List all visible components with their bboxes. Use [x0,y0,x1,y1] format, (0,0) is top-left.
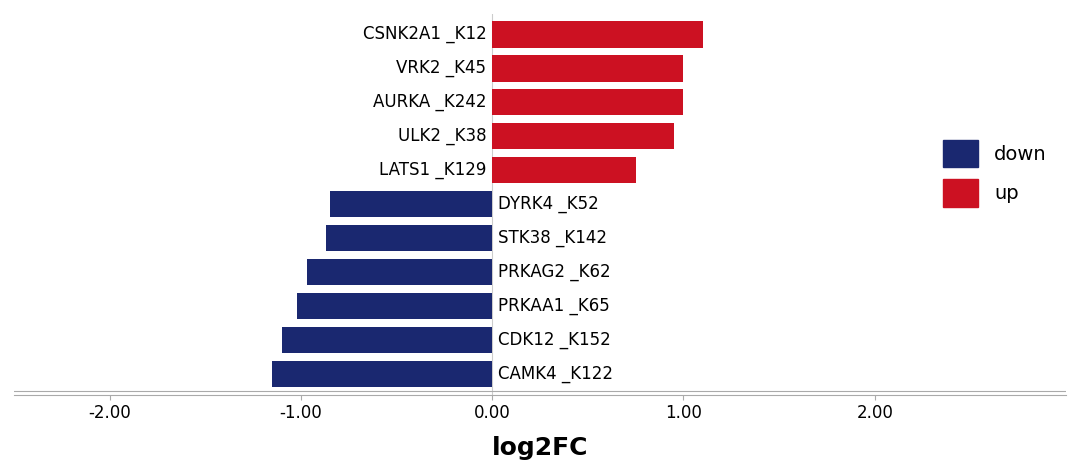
Bar [282,327,492,354]
Bar [492,157,636,183]
Bar [307,259,492,285]
Text: STK38 _K142: STK38 _K142 [498,229,607,247]
Bar [329,191,492,218]
Bar [272,361,492,387]
Bar [492,89,684,116]
Bar [492,123,674,149]
Bar [492,21,703,47]
Text: CDK12 _K152: CDK12 _K152 [498,331,610,349]
Bar [492,55,684,82]
Legend: down, up: down, up [934,130,1056,216]
Text: PRKAG2 _K62: PRKAG2 _K62 [498,263,610,281]
Text: CAMK4 _K122: CAMK4 _K122 [498,365,613,383]
Bar [297,293,492,319]
Bar [326,225,492,251]
Text: CSNK2A1 _K12: CSNK2A1 _K12 [363,25,486,43]
Text: LATS1 _K129: LATS1 _K129 [379,161,486,179]
Text: DYRK4 _K52: DYRK4 _K52 [498,195,598,213]
Text: VRK2 _K45: VRK2 _K45 [396,59,486,77]
Text: ULK2 _K38: ULK2 _K38 [397,127,486,145]
X-axis label: log2FC: log2FC [491,436,589,460]
Text: PRKAA1 _K65: PRKAA1 _K65 [498,297,610,315]
Text: AURKA _K242: AURKA _K242 [373,93,486,111]
